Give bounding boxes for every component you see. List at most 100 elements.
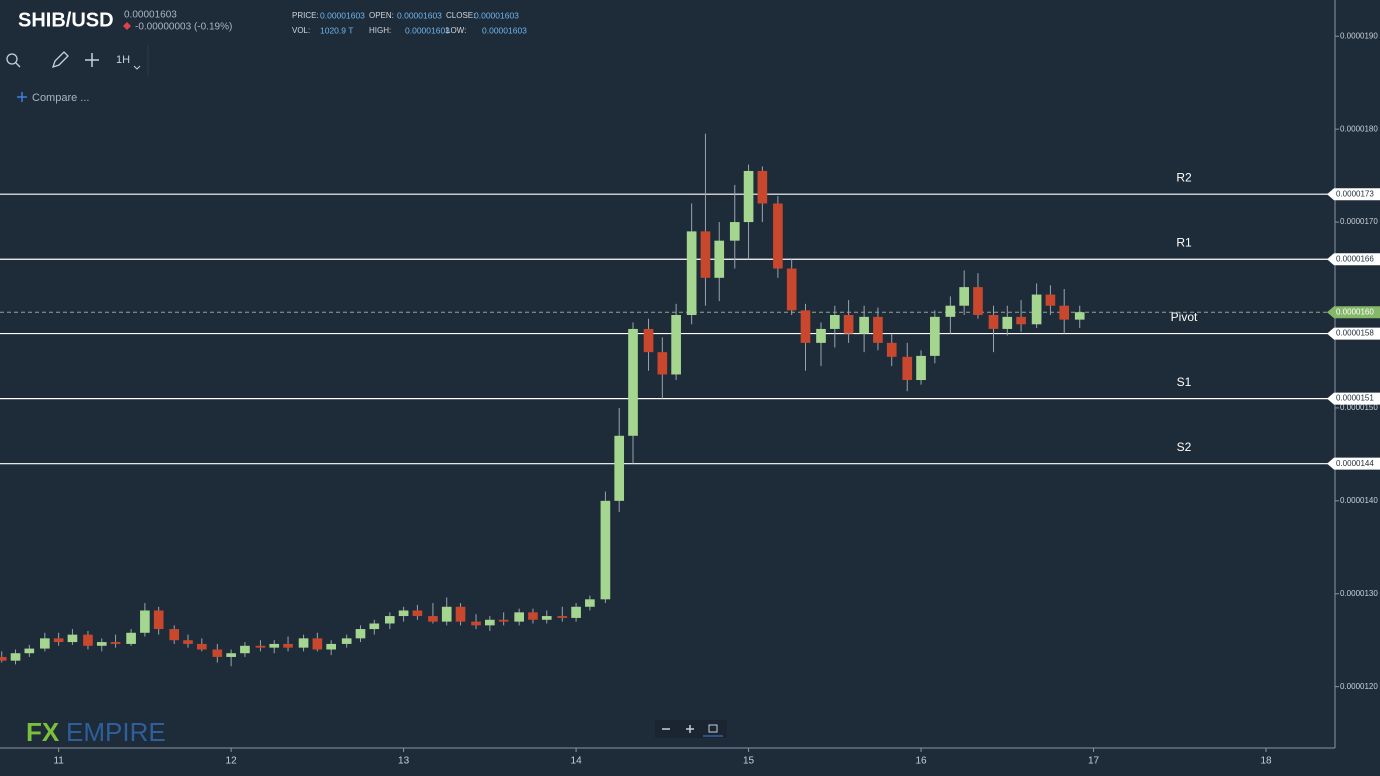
candle-body	[1059, 305, 1070, 320]
candle-body	[1031, 294, 1042, 325]
candle-body	[988, 314, 999, 329]
zoom-in[interactable]	[686, 725, 694, 733]
candle-body	[528, 612, 538, 620]
stat-label: OPEN:	[369, 11, 394, 20]
stat-value: 0.00001603	[320, 10, 365, 20]
down-icon	[123, 22, 131, 30]
candle-body	[298, 638, 309, 648]
x-tick-label: 13	[398, 756, 410, 767]
candle-body	[930, 316, 940, 356]
candle-body	[1045, 294, 1056, 306]
level-tag-label: 0.0000166	[1336, 254, 1374, 263]
level-name: R2	[1176, 170, 1192, 184]
candle-body	[571, 606, 581, 618]
candle-body	[53, 638, 64, 643]
candle-body	[10, 653, 21, 661]
candle-body	[240, 645, 250, 654]
y-tick-label: 0.0000120	[1340, 682, 1378, 691]
y-tick-label: 0.0000140	[1340, 496, 1378, 505]
candle-body	[671, 314, 681, 375]
candle-body	[714, 240, 725, 278]
candle-body	[873, 316, 883, 343]
candle-body	[757, 170, 768, 204]
stat-value: 0.00001603	[405, 25, 450, 35]
stat-value: 0.00001603	[474, 10, 519, 20]
candle-body	[384, 616, 395, 624]
draw-icon[interactable]	[51, 51, 69, 69]
candle-body	[945, 305, 956, 317]
stat-value: 0.00001603	[482, 25, 527, 35]
level-tag-label: 0.0000151	[1336, 394, 1374, 403]
candle-body	[829, 314, 840, 329]
candle-body	[786, 268, 797, 311]
candle-body	[67, 634, 78, 643]
candle-body	[614, 435, 625, 501]
candle-body	[1016, 316, 1026, 325]
interval-caret	[133, 65, 141, 70]
candle-body	[1002, 316, 1013, 329]
level-tag-label: 0.0000144	[1336, 459, 1374, 468]
level-tag	[1327, 188, 1380, 201]
level-tag	[1327, 253, 1380, 266]
stat-value: 0.00001603	[397, 10, 442, 20]
x-tick-label: 17	[1088, 756, 1100, 767]
candle-body	[686, 231, 697, 315]
candle-body	[183, 640, 193, 644]
candle-body	[557, 616, 568, 618]
level-tag	[1327, 327, 1380, 340]
stat-label: CLOSE:	[446, 11, 475, 20]
level-tag	[1327, 392, 1380, 405]
candle-body	[700, 231, 711, 278]
change: -0.00000003 (-0.19%)	[135, 22, 232, 33]
candle-body	[916, 355, 926, 381]
fullscreen[interactable]	[708, 724, 718, 733]
price: 0.00001603	[124, 10, 177, 21]
candle-body	[83, 634, 93, 646]
candle-body	[455, 606, 466, 622]
candle-body	[169, 629, 180, 641]
last-price-tag	[1327, 306, 1380, 319]
search-icon[interactable]	[6, 53, 18, 65]
level-name: R1	[1176, 235, 1192, 249]
candle-body	[886, 342, 897, 357]
candle-body	[843, 314, 854, 334]
x-tick-label: 18	[1260, 756, 1272, 767]
candle-body	[729, 222, 740, 241]
candle-body	[326, 643, 336, 650]
y-tick-label: 0.0000130	[1340, 589, 1378, 598]
candle-body	[196, 643, 207, 650]
logo-fx: FX	[26, 717, 60, 747]
candle-body	[428, 616, 438, 622]
candle-body	[153, 610, 164, 630]
candle-body	[24, 648, 35, 654]
candle-body	[226, 653, 236, 657]
candle-body	[269, 643, 280, 648]
candle-body	[859, 316, 869, 334]
candle-body	[514, 612, 524, 622]
compare[interactable]: Compare ...	[32, 92, 89, 104]
add-icon[interactable]	[85, 53, 99, 67]
level-name: Pivot	[1171, 310, 1198, 324]
candle-body	[628, 328, 638, 436]
candle-body	[643, 328, 654, 353]
candle-body	[96, 642, 107, 646]
stats: PRICE: 0.00001603 OPEN: 0.00001603 CLOSE:0.0…	[292, 10, 527, 35]
stat-label: VOL:	[292, 26, 310, 35]
candle-body	[485, 619, 495, 626]
candle-body	[743, 170, 754, 223]
level-tag-label: 0.0000158	[1336, 329, 1374, 338]
candle-body	[369, 623, 380, 630]
candle-body	[312, 638, 323, 650]
x-tick-label: 12	[226, 756, 238, 767]
stat-label: PRICE:	[292, 11, 319, 20]
symbol: SHIB/USD	[18, 9, 114, 31]
candle-body	[126, 632, 136, 644]
candle-body	[600, 500, 611, 600]
interval[interactable]: 1H	[116, 54, 130, 66]
candle-body	[498, 619, 509, 622]
x-tick-label: 14	[571, 756, 583, 767]
level-name: S2	[1177, 440, 1192, 454]
candle-body	[1074, 312, 1085, 320]
candle-body	[40, 638, 50, 649]
